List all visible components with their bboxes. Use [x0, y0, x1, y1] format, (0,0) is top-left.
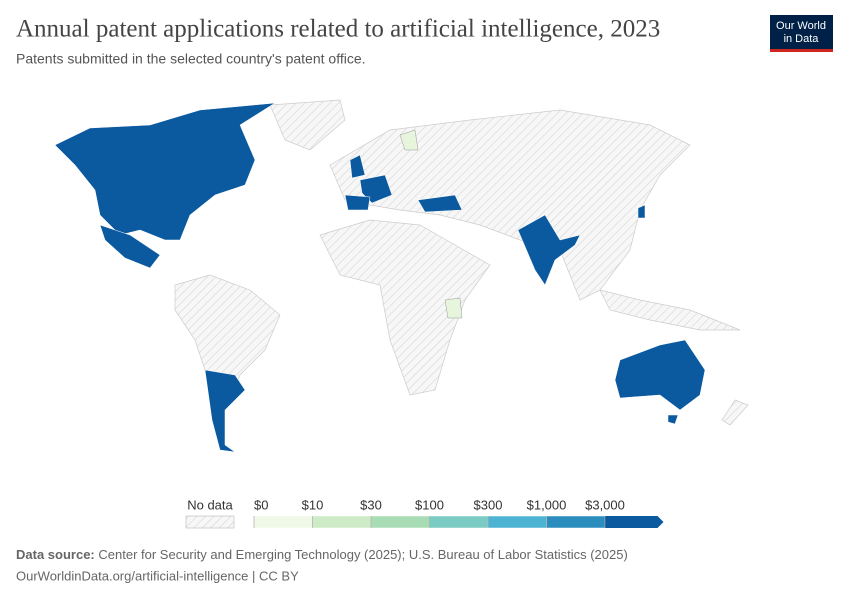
source-label: Data source:: [16, 547, 95, 562]
source: Data source: Center for Security and Eme…: [16, 547, 628, 562]
no-data-swatch: [186, 516, 234, 528]
source-text: Center for Security and Emerging Technol…: [98, 547, 627, 562]
legend-bin: [430, 516, 489, 528]
north-america[interactable]: [55, 103, 275, 240]
spain[interactable]: [345, 195, 370, 210]
legend-bin: [371, 516, 430, 528]
legend-label: $0: [254, 497, 268, 512]
tasmania[interactable]: [668, 415, 678, 424]
kenya[interactable]: [445, 298, 462, 318]
title: Annual patent applications related to ar…: [16, 16, 660, 43]
legend-bin: [488, 516, 547, 528]
australia[interactable]: [615, 340, 705, 410]
argentina[interactable]: [205, 370, 245, 452]
legend-label: $3,000: [585, 497, 625, 512]
legend-label: $10: [302, 497, 324, 512]
africa[interactable]: [320, 220, 490, 395]
legend-label: $1,000: [527, 497, 567, 512]
southeast-asia[interactable]: [600, 290, 740, 330]
legend-bin: [313, 516, 372, 528]
legend-bin: [547, 516, 606, 528]
legend-label: $300: [474, 497, 503, 512]
legend-label: $100: [415, 497, 444, 512]
logo-bar: [770, 49, 833, 52]
new-zealand[interactable]: [722, 400, 748, 425]
logo[interactable]: Our World in Data: [770, 15, 833, 52]
logo-text: Our World: [776, 20, 826, 32]
legend: No data $0 $10 $30 $100 $300 $1,000 $3,000: [186, 497, 664, 528]
legend-bin: [254, 516, 313, 528]
greenland[interactable]: [270, 100, 345, 150]
subtitle: Patents submitted in the selected countr…: [16, 51, 366, 67]
legend-label: $30: [360, 497, 382, 512]
logo-text: in Data: [784, 33, 820, 45]
legend-bin: [605, 516, 664, 528]
legend-no-data: No data: [187, 497, 233, 512]
footer-url: OurWorldinData.org/artificial-intelligen…: [16, 568, 299, 583]
map: [55, 100, 748, 452]
